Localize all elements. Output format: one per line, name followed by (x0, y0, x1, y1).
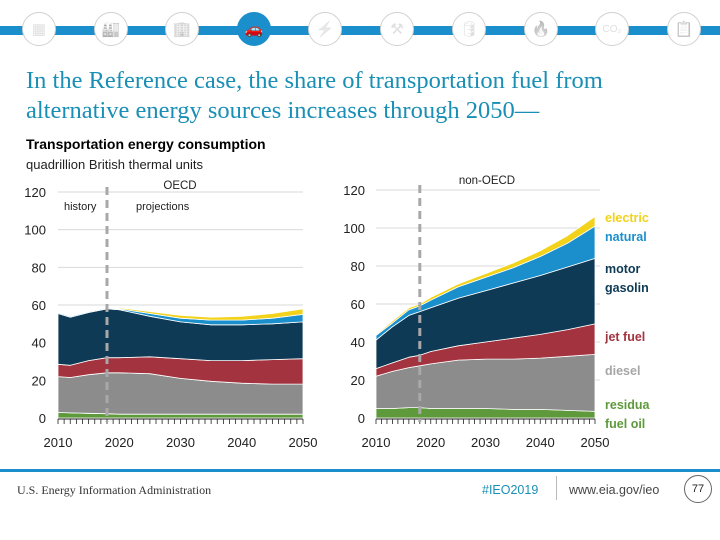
electricity-icon[interactable]: ⚡ (308, 12, 342, 46)
footer-separator (556, 476, 557, 500)
y-tick-label: 60 (351, 297, 365, 312)
footer-agency: U.S. Energy Information Administration (17, 483, 212, 497)
footer-hashtag[interactable]: #IEO2019 (482, 483, 539, 497)
natural-gas-flame-icon-glyph: 🔥 (531, 21, 551, 38)
area-electricity (375, 216, 596, 336)
coal-mining-icon[interactable]: ⚒ (380, 12, 414, 46)
x-tick-label: 2010 (44, 435, 73, 450)
document-icon-glyph: 📋 (674, 21, 694, 38)
x-tick-label: 2050 (581, 435, 610, 450)
x-tick-label: 2020 (105, 435, 134, 450)
x-tick-label: 2020 (416, 435, 445, 450)
y-tick-label: 100 (343, 221, 365, 236)
transportation-car-icon[interactable]: 🚗 (237, 12, 271, 46)
y-tick-label: 40 (351, 335, 365, 350)
co2-emissions-icon[interactable]: CO₂ (595, 12, 629, 46)
section-navigation: ▦ 🏭 🏢 🚗 ⚡ ⚒ 🛢 🔥 CO₂ 📋 (0, 0, 720, 60)
legend-label-jet: jet fuel (605, 330, 646, 344)
x-tick-label: 2040 (227, 435, 256, 450)
all-sectors-icon[interactable]: ▦ (22, 12, 56, 46)
co2-emissions-icon-glyph: CO₂ (602, 23, 622, 35)
projections-label: projections (136, 201, 190, 213)
all-sectors-icon-glyph: ▦ (31, 21, 47, 38)
y-tick-label: 120 (24, 185, 46, 200)
area-electricity (57, 306, 304, 321)
y-tick-label: 40 (32, 336, 46, 351)
page-number: 77 (684, 475, 712, 503)
y-tick-label: 100 (24, 223, 46, 238)
x-tick-label: 2030 (166, 435, 195, 450)
navigation-bar-line (0, 26, 720, 35)
x-tick-label: 2040 (526, 435, 555, 450)
petroleum-barrel-icon[interactable]: 🛢 (452, 12, 486, 46)
slide-title: In the Reference case, the share of tran… (26, 67, 603, 124)
y-tick-label: 0 (39, 411, 46, 426)
transportation-car-icon-glyph: 🚗 (244, 21, 264, 38)
footer-divider (0, 469, 720, 472)
y-tick-label: 60 (32, 298, 46, 313)
legend-label-residual: residua fuel oil (605, 398, 650, 431)
chart-subtitle: quadrillion British thermal units (26, 157, 204, 172)
natural-gas-flame-icon[interactable]: 🔥 (524, 12, 558, 46)
x-tick-label: 2030 (471, 435, 500, 450)
coal-mining-icon-glyph: ⚒ (390, 21, 404, 38)
y-tick-label: 80 (32, 260, 46, 275)
y-tick-label: 80 (351, 259, 365, 274)
history-label: history (64, 201, 97, 213)
industrial-icon-glyph: 🏭 (101, 21, 121, 38)
industrial-icon[interactable]: 🏭 (94, 12, 128, 46)
y-tick-label: 20 (351, 373, 365, 388)
petroleum-barrel-icon-glyph: 🛢 (459, 21, 479, 38)
x-tick-label: 2010 (362, 435, 391, 450)
panel-title: OECD (163, 180, 196, 192)
footer-url-link[interactable]: www.eia.gov/ieo (569, 483, 660, 497)
legend-label-electricity: electric (605, 211, 649, 225)
legend-label-natural_gas: natural (605, 230, 647, 244)
panel-title: non-OECD (459, 175, 515, 187)
y-tick-label: 20 (32, 373, 46, 388)
electricity-icon-glyph: ⚡ (315, 21, 335, 38)
legend-label-diesel: diesel (605, 364, 641, 378)
x-tick-label: 2050 (289, 435, 318, 450)
buildings-icon[interactable]: 🏢 (165, 12, 199, 46)
y-tick-label: 0 (358, 411, 365, 426)
buildings-icon-glyph: 🏢 (172, 21, 192, 38)
chart-title: Transportation energy consumption (26, 136, 266, 152)
y-tick-label: 120 (343, 183, 365, 198)
legend-label-gasoline: motor gasolin (605, 262, 649, 295)
document-icon[interactable]: 📋 (667, 12, 701, 46)
